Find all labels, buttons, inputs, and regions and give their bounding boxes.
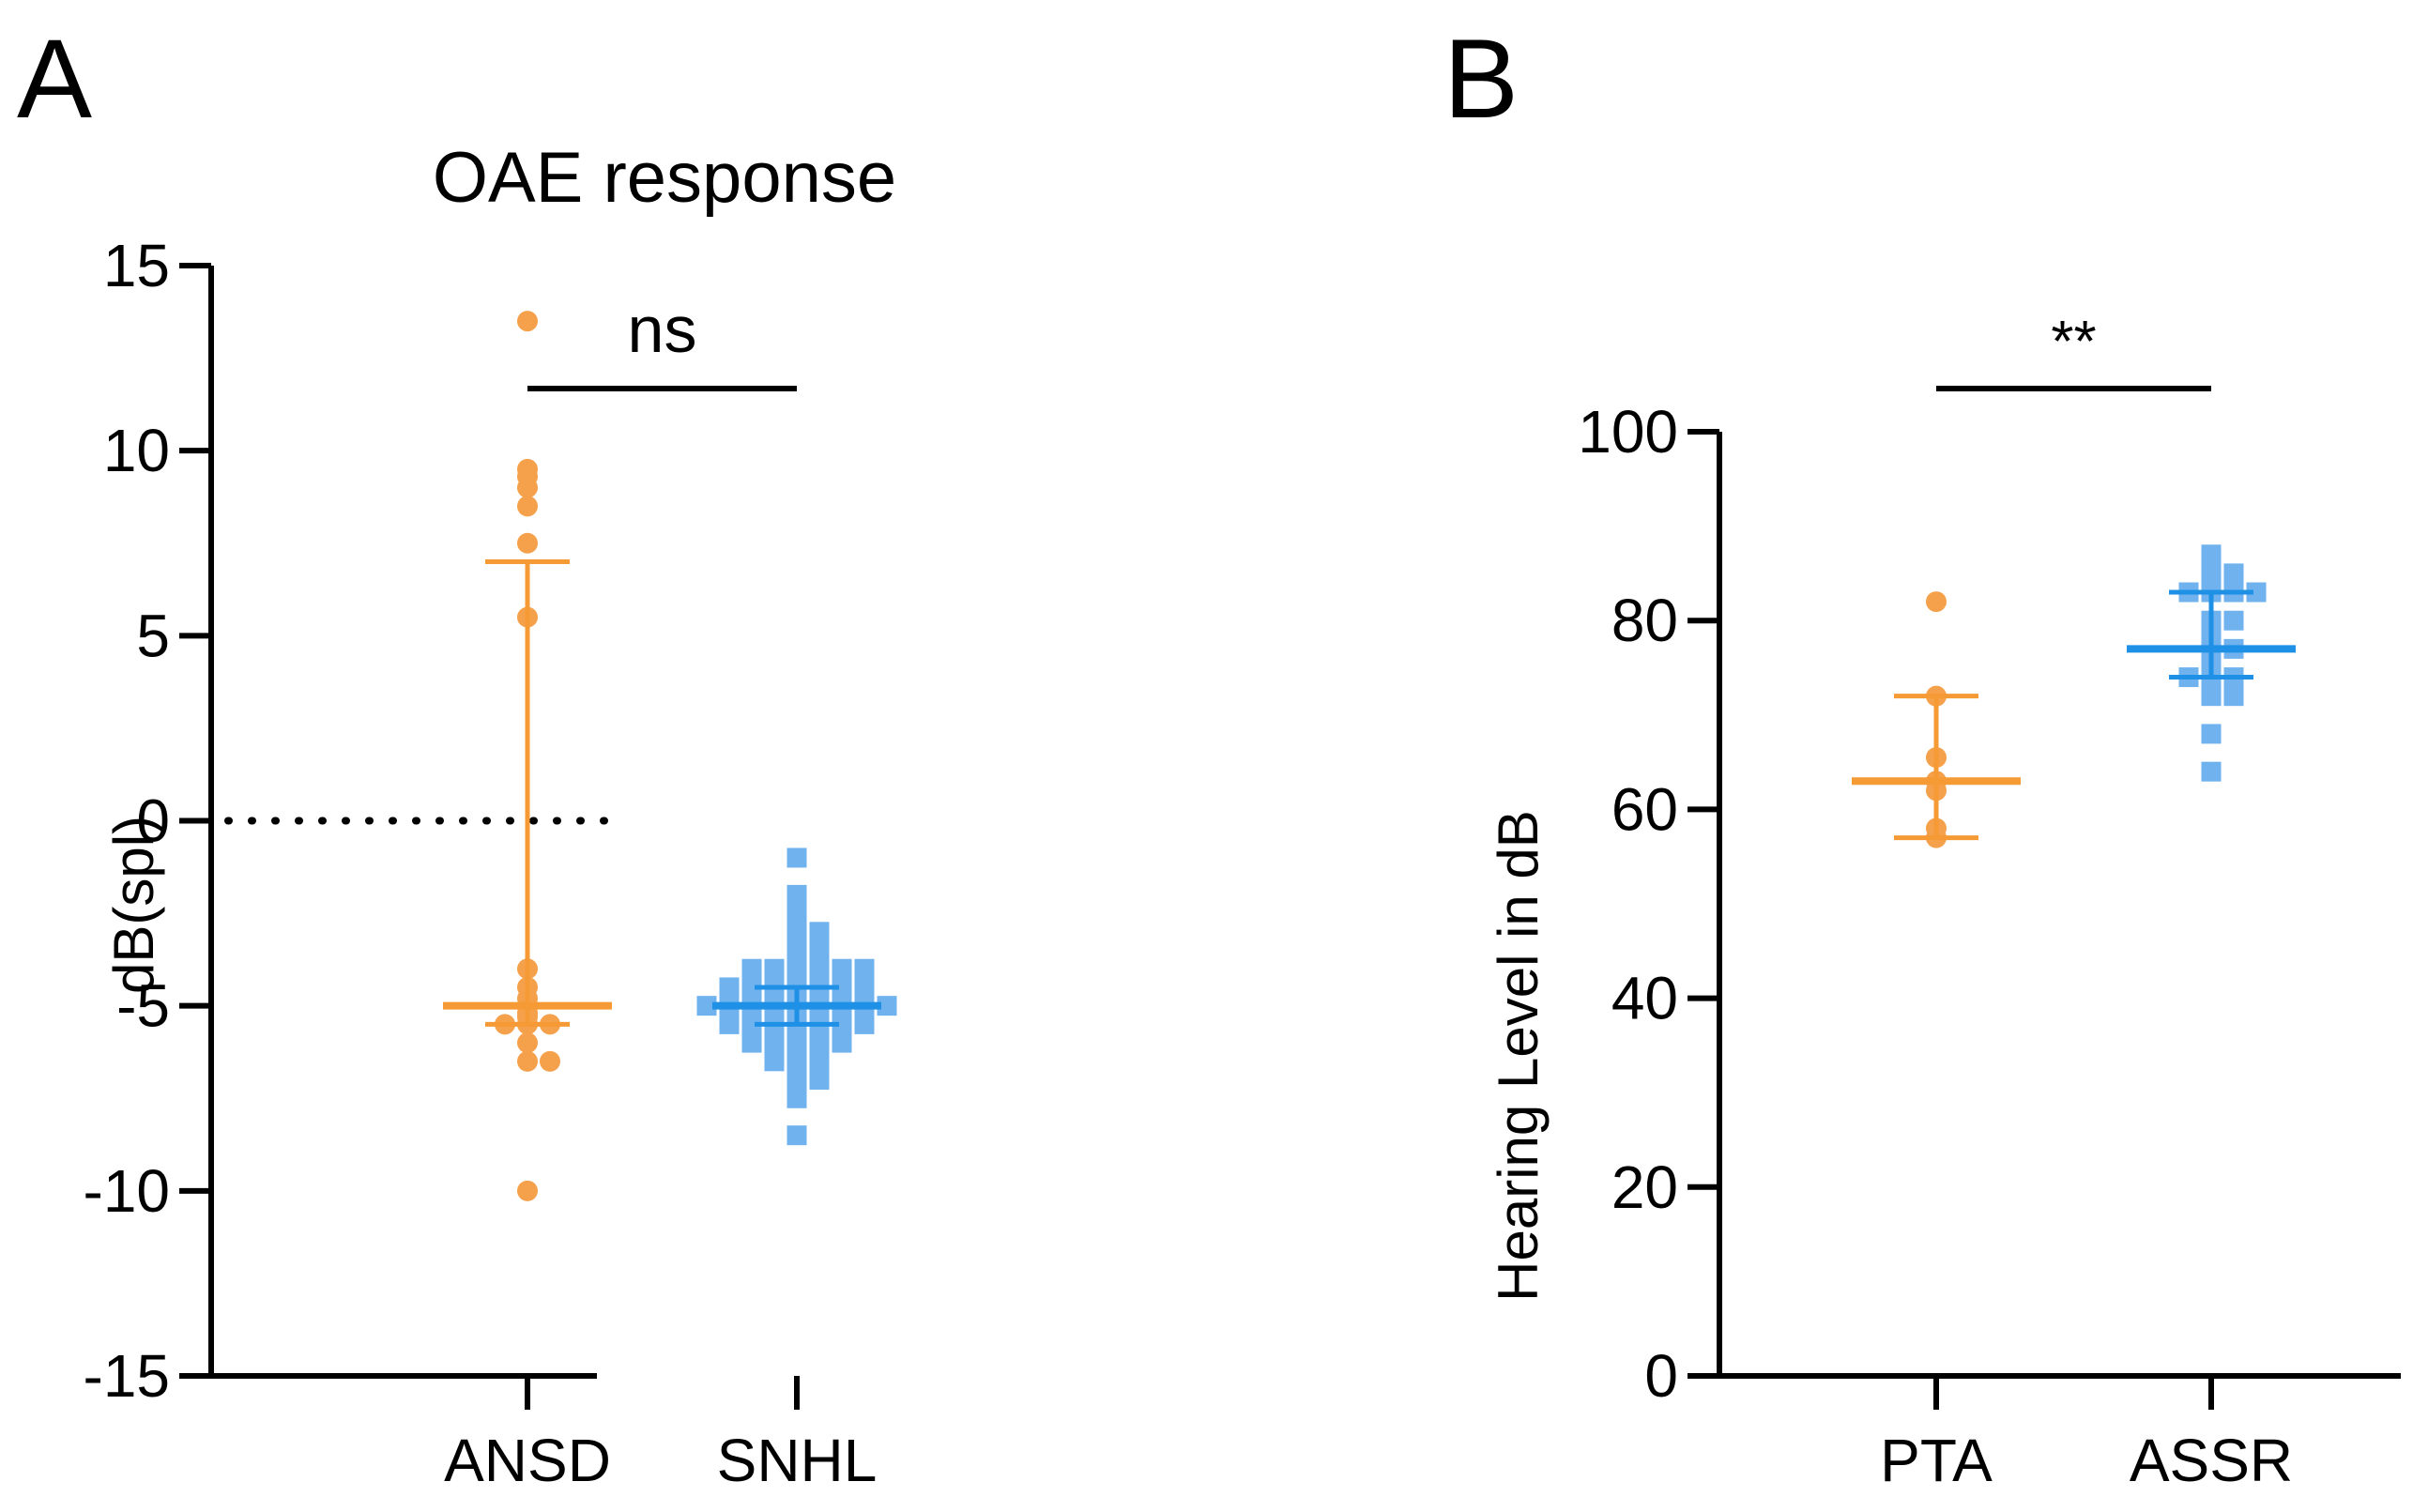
data-point-pta	[1926, 591, 1947, 613]
data-point-assr	[2201, 724, 2222, 744]
panel-a-median-iqr	[443, 558, 881, 1027]
data-point-snhl	[854, 1014, 875, 1034]
data-point-snhl	[809, 940, 830, 961]
panel-a-x-ticks: ANSD SNHL	[444, 1376, 877, 1494]
panel-a-label: A	[17, 16, 92, 142]
data-point-assr	[2201, 686, 2222, 707]
y-tick-label: -15	[84, 1342, 171, 1410]
data-point-assr	[2201, 563, 2222, 584]
data-point-assr	[2201, 544, 2222, 565]
data-point-assr	[2223, 563, 2244, 584]
data-point-snhl	[741, 958, 762, 979]
data-point-ansd	[540, 1050, 560, 1072]
data-point-snhl	[787, 848, 807, 868]
data-point-snhl	[854, 958, 875, 979]
panel-a-axes	[208, 266, 597, 1379]
y-tick-label: 15	[103, 232, 170, 299]
data-point-snhl	[787, 958, 807, 979]
data-point-assr	[2201, 761, 2222, 782]
data-point-snhl	[787, 903, 807, 924]
data-point-snhl	[787, 922, 807, 942]
y-tick-label: 10	[103, 417, 170, 484]
panel-a-significance: ns	[527, 293, 797, 391]
x-tick-label-snhl: SNHL	[717, 1427, 878, 1494]
data-point-snhl	[832, 1032, 852, 1053]
data-point-snhl	[854, 977, 875, 998]
data-point-snhl	[809, 1032, 830, 1053]
data-point-snhl	[787, 884, 807, 905]
significance-label: ns	[628, 293, 697, 366]
data-point-snhl	[741, 977, 762, 998]
panel-a-y-axis-label: dB(spl)	[102, 816, 165, 994]
data-point-snhl	[809, 1051, 830, 1072]
y-tick-label: 80	[1611, 587, 1678, 654]
y-tick-label: 20	[1611, 1153, 1678, 1221]
data-point-snhl	[787, 1051, 807, 1072]
data-point-snhl	[764, 958, 785, 979]
data-point-snhl	[877, 996, 897, 1016]
y-tick-label: -5	[116, 972, 170, 1040]
data-point-assr	[2246, 582, 2267, 603]
data-point-snhl	[719, 977, 740, 998]
data-point-snhl	[719, 1014, 740, 1034]
data-point-snhl	[787, 940, 807, 961]
data-point-snhl	[696, 996, 717, 1016]
panel-b-median-iqr	[1852, 589, 2296, 841]
data-point-ansd	[517, 466, 538, 487]
panel-b-label: B	[1443, 16, 1519, 142]
data-point-snhl	[764, 1032, 785, 1053]
panel-a-title: OAE response	[433, 138, 896, 218]
panel-a-points	[495, 311, 897, 1201]
panel-b-y-axis-label: Hearing Level in dB	[1487, 810, 1550, 1302]
y-tick-label: 60	[1611, 775, 1678, 843]
data-point-assr	[2223, 686, 2244, 707]
data-point-snhl	[787, 1070, 807, 1091]
y-tick-label: 0	[136, 787, 170, 855]
panel-b-y-ticks: 0 20 40 60 80 100	[1578, 398, 1719, 1410]
panel-a-y-ticks: -15 -10 -5 0 5 10 15	[84, 232, 211, 1410]
significance-label: **	[2051, 310, 2096, 374]
y-tick-label: 0	[1644, 1342, 1678, 1410]
data-point-snhl	[832, 977, 852, 998]
data-point-ansd	[517, 1050, 538, 1072]
data-point-snhl	[832, 958, 852, 979]
panel-b-significance: **	[1936, 310, 2211, 391]
y-tick-label: -10	[84, 1157, 171, 1225]
data-point-ansd	[517, 1032, 538, 1054]
data-point-snhl	[787, 1125, 807, 1146]
data-point-snhl	[809, 958, 830, 979]
data-point-assr	[2223, 610, 2244, 631]
x-tick-label-ansd: ANSD	[444, 1427, 611, 1494]
data-point-snhl	[764, 1051, 785, 1072]
panel-a: A OAE response dB(spl) -15 -10 -5 0 5 10 15 AN…	[17, 16, 897, 1494]
panel-b: B Hearing Level in dB 0 20 40 60 80 100 PTA AS…	[1443, 16, 2401, 1494]
data-point-snhl	[787, 1032, 807, 1053]
data-point-ansd	[517, 532, 538, 554]
x-tick-label-assr: ASSR	[2130, 1427, 2293, 1494]
y-tick-label: 5	[136, 602, 170, 669]
data-point-snhl	[809, 922, 830, 942]
x-tick-label-pta: PTA	[1880, 1427, 1993, 1494]
y-tick-label: 40	[1611, 965, 1678, 1032]
data-point-snhl	[741, 1032, 762, 1053]
panel-b-axes	[1717, 432, 2401, 1379]
data-point-snhl	[809, 1070, 830, 1091]
data-point-ansd	[517, 496, 538, 517]
data-point-snhl	[832, 1014, 852, 1034]
data-point-snhl	[787, 1088, 807, 1108]
data-point-ansd	[517, 311, 538, 332]
data-point-ansd	[517, 1180, 538, 1201]
y-tick-label: 100	[1578, 398, 1678, 466]
panel-b-x-ticks: PTA ASSR	[1880, 1376, 2293, 1494]
data-point-snhl	[741, 1014, 762, 1034]
